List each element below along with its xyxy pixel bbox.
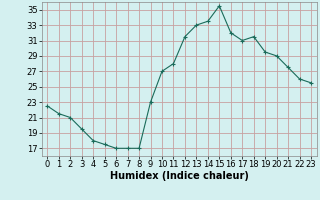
X-axis label: Humidex (Indice chaleur): Humidex (Indice chaleur) (110, 171, 249, 181)
